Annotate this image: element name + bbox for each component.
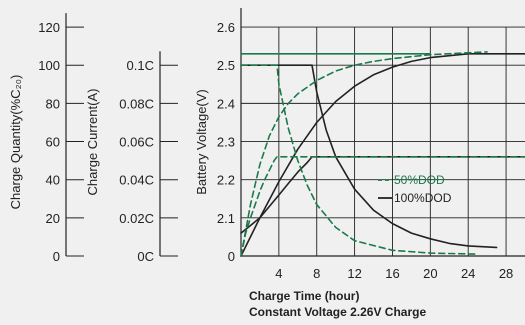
series-line-100dod-current [240,64,498,249]
legend-layer: 50%DOD 100%DOD [378,173,452,205]
labels-layer: 4 8 12 16 20 24 28 Charge Time (hour) Constant V… [249,266,513,319]
chart-subtitle: Constant Voltage 2.26V Charge [249,305,426,319]
current-tick-label: 0.08C [119,96,154,111]
quantity-tick-label: 40 [46,173,60,188]
current-tick-label: 0.04C [119,173,154,188]
quantity-axis-title: Charge Quantity(%C₂₀) [8,75,23,210]
quantity-tick-label: 20 [46,211,60,226]
x-axis-title: Charge Time (hour) [249,289,359,303]
x-tick-label: 4 [275,266,282,281]
x-tick-label: 20 [423,266,437,281]
voltage-tick-label: 2.3 [217,135,235,150]
current-tick-label: 0.06C [119,135,154,150]
series-line-50dod-voltage [240,156,525,257]
voltage-tick-label: 2.6 [217,20,235,35]
current-tick-label: 0.02C [119,211,154,226]
quantity-tick-label: 120 [38,20,60,35]
quantity-tick-label: 80 [46,96,60,111]
legend-label: 50%DOD [394,173,445,187]
series-layer [240,51,525,257]
quantity-tick-label: 100 [38,58,60,73]
voltage-tick-label: 2.4 [217,96,235,111]
x-tick-label: 28 [499,266,513,281]
series-line-100dod-quantity [240,52,525,257]
voltage-tick-label: 2.1 [217,211,235,226]
voltage-tick-label: 0 [228,249,235,264]
axes-layer: 0 20 40 60 80 100 120 Charge Quantity(%C₂₀) 0C 0.… [8,8,242,264]
voltage-tick-label: 2.5 [217,58,235,73]
current-tick-label: 0.1C [127,58,154,73]
legend-label: 100%DOD [394,191,452,205]
voltage-axis-title: Battery Voltage(V) [194,89,209,195]
quantity-tick-label: 0 [53,249,60,264]
series-line-50dod-current [240,64,479,255]
quantity-tick-label: 60 [46,135,60,150]
grid-layer [241,26,525,257]
x-tick-label: 16 [385,266,399,281]
series-line-50dod-quantity [240,51,488,257]
current-axis-title: Charge Current(A) [85,89,100,196]
x-tick-label: 8 [313,266,320,281]
x-tick-label: 24 [461,266,475,281]
voltage-tick-label: 2.2 [217,173,235,188]
current-tick-label: 0C [137,249,154,264]
series-line-100dod-voltage [240,156,525,234]
x-tick-label: 12 [347,266,361,281]
